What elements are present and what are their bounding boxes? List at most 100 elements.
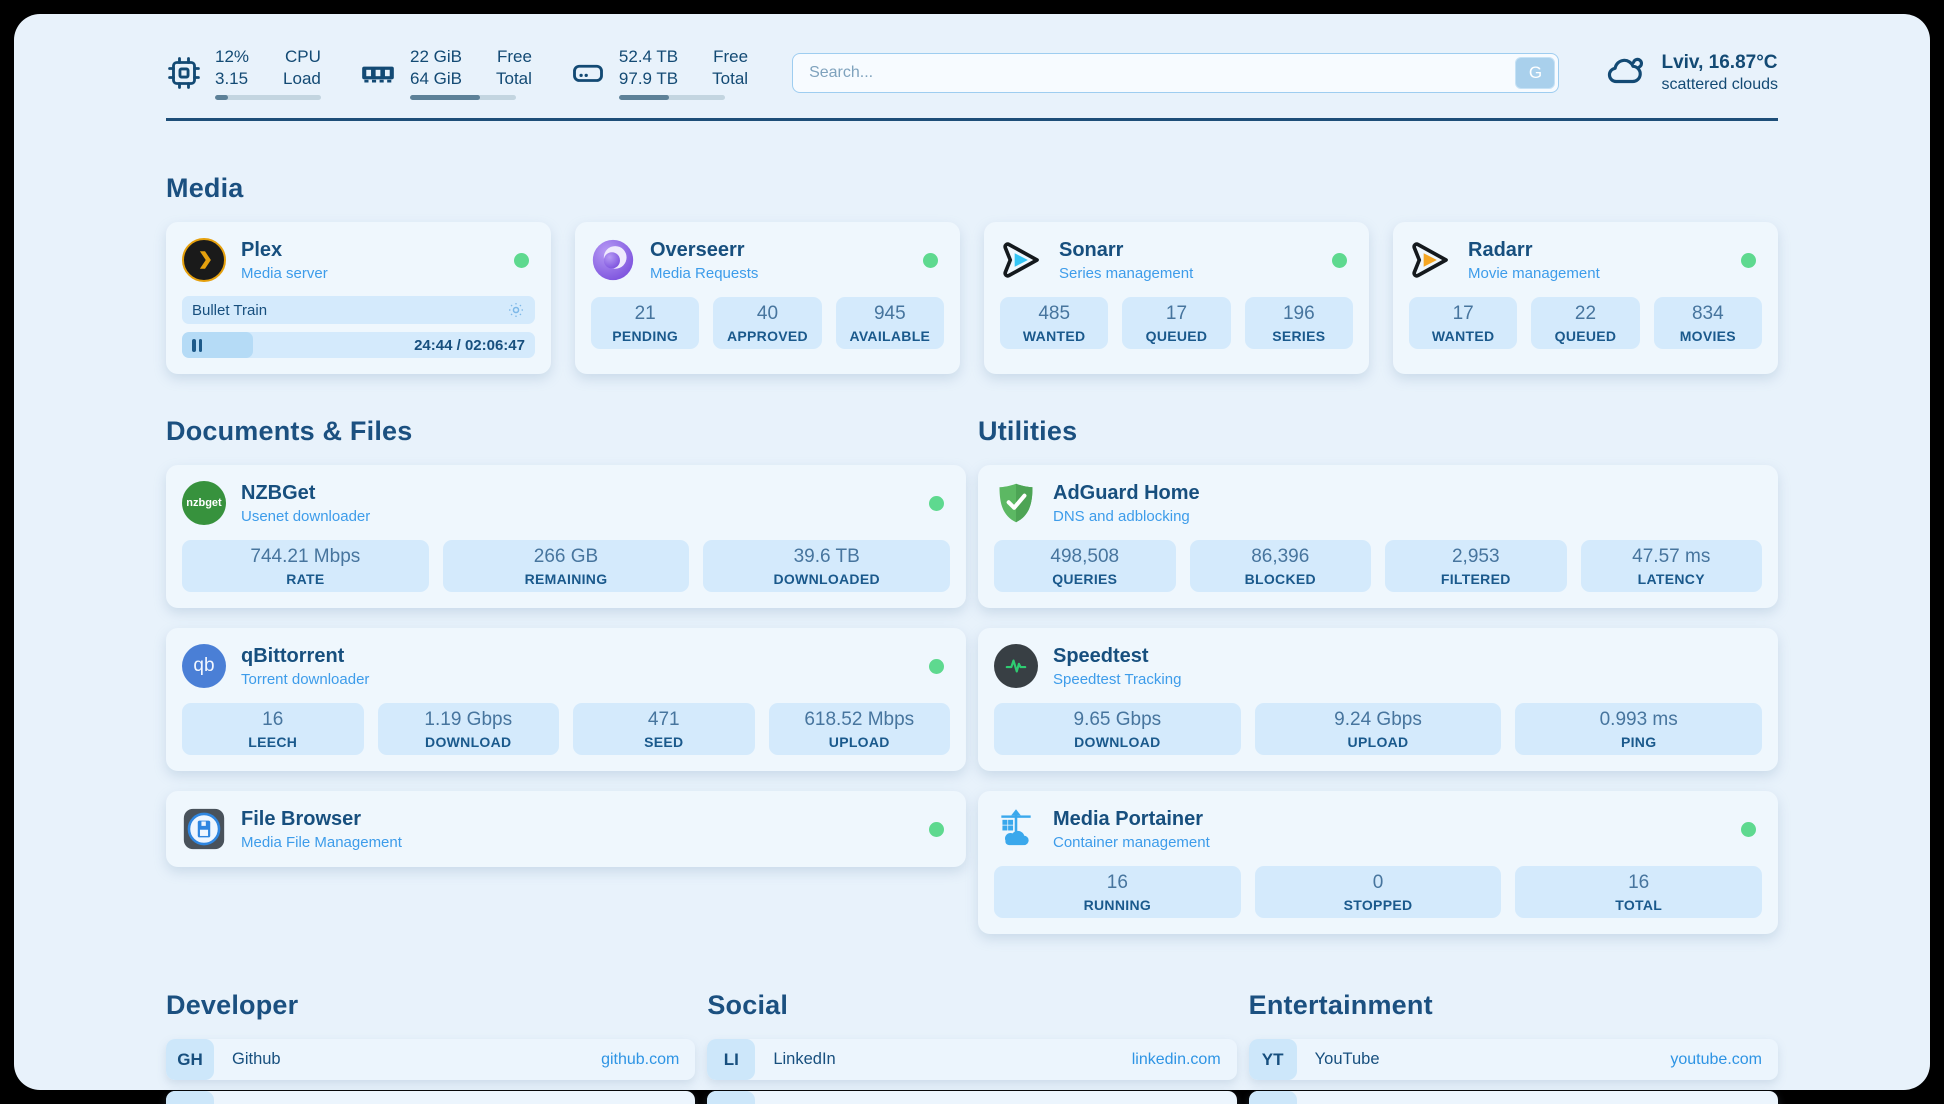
portainer-card[interactable]: Media Portainer Container management 16 … [978, 791, 1778, 934]
stat-value: 485 [1038, 302, 1071, 324]
weather-condition: scattered clouds [1661, 76, 1778, 93]
stat-value: 618.52 Mbps [804, 708, 915, 730]
status-dot [929, 658, 944, 674]
stat-value: 21 [634, 302, 656, 324]
stat-label: RATE [286, 570, 325, 587]
stat-box: 16 LEECH [182, 703, 364, 755]
search-input[interactable] [792, 53, 1560, 93]
qbittorrent-card[interactable]: qb qBittorrent Torrent downloader 16 LEE… [166, 628, 966, 771]
filebrowser-card[interactable]: File Browser Media File Management [166, 791, 966, 867]
link-badge: YT [1248, 1039, 1297, 1080]
plex-now-playing[interactable]: Bullet Train [182, 296, 535, 324]
stat-value: 9.65 Gbps [1073, 708, 1162, 730]
pause-icon[interactable] [192, 338, 202, 352]
media-section: Media Plex Media server Bullet Train [166, 173, 1778, 374]
ram-progress-bar [410, 94, 516, 100]
social-section: Social LI LinkedIn linkedin.com TW Twitt… [707, 990, 1237, 1104]
plex-icon [182, 238, 226, 282]
link-url: stackoverflow.com [549, 1103, 680, 1104]
card-title: File Browser [241, 807, 362, 830]
cpu-progress-fill [215, 94, 228, 100]
link-badge: NF [1248, 1091, 1297, 1104]
card-subtitle: Container management [1053, 833, 1210, 851]
sonarr-card[interactable]: Sonarr Series management 485 WANTED 17 Q… [984, 222, 1369, 374]
plex-card[interactable]: Plex Media server Bullet Train [166, 222, 551, 374]
entertainment-section: Entertainment YT YouTube youtube.com NF … [1248, 990, 1778, 1104]
qbittorrent-icon-text: qb [193, 655, 215, 676]
stat-label: BLOCKED [1244, 570, 1316, 587]
card-subtitle: DNS and adblocking [1053, 507, 1190, 525]
utilities-section: Utilities AdGuard Home [978, 416, 1778, 934]
link-netflix[interactable]: NF Netflix netflix.com [1248, 1091, 1778, 1104]
link-github[interactable]: GH Github github.com [166, 1039, 696, 1080]
stat-box: 9.24 Gbps UPLOAD [1254, 703, 1502, 755]
link-name: YouTube [1314, 1050, 1380, 1068]
nzbget-icon: nzbget [182, 481, 226, 525]
stat-box: 1.19 Gbps DOWNLOAD [377, 703, 559, 755]
ram-progress-fill [410, 94, 480, 100]
section-heading-documents: Documents & Files [166, 416, 413, 446]
now-playing-title: Bullet Train [192, 301, 268, 319]
nzbget-card[interactable]: nzbget NZBGet Usenet downloader 744.21 M… [166, 465, 966, 608]
stat-value: 471 [647, 708, 680, 730]
stat-box: 498,508 QUERIES [994, 540, 1176, 592]
stat-label: DOWNLOADED [773, 570, 880, 587]
link-badge: LI [707, 1039, 756, 1080]
radarr-card[interactable]: Radarr Movie management 17 WANTED 22 QUE… [1393, 222, 1778, 374]
stat-box: 17 QUEUED [1122, 297, 1231, 349]
link-name: Github [232, 1050, 281, 1068]
overseerr-card[interactable]: Overseerr Media Requests 21 PENDING 40 A… [575, 222, 960, 374]
disk-progress-fill [618, 94, 669, 100]
stat-box: 40 APPROVED [713, 297, 822, 349]
radarr-icon [1409, 238, 1453, 282]
stat-value: 945 [873, 302, 906, 324]
cpu-value-1: 12% [215, 47, 250, 67]
cpu-label-2: Load [283, 68, 321, 88]
plex-progress[interactable]: 24:44 / 02:06:47 [182, 332, 535, 358]
portainer-icon [994, 807, 1038, 851]
status-dot [923, 252, 938, 268]
adguard-card[interactable]: AdGuard Home DNS and adblocking 498,508 … [978, 465, 1778, 608]
stat-label: SERIES [1272, 327, 1326, 344]
status-dot [1332, 252, 1347, 268]
status-dot [1741, 821, 1756, 837]
card-subtitle: Movie management [1468, 264, 1600, 282]
stat-label: MOVIES [1679, 327, 1736, 344]
card-subtitle: Speedtest Tracking [1053, 670, 1182, 688]
system-stats: 12% 3.15 CPU Load [166, 46, 748, 100]
link-url: linkedin.com [1131, 1050, 1221, 1068]
cpu-value-2: 3.15 [215, 68, 249, 88]
status-dot [1741, 252, 1756, 268]
stat-value: 498,508 [1050, 545, 1120, 567]
search-provider-button[interactable]: G [1515, 57, 1556, 89]
stat-box: 21 PENDING [591, 297, 700, 349]
status-dot [929, 495, 944, 511]
stat-label: QUERIES [1052, 570, 1118, 587]
stat-value: 1.19 Gbps [424, 708, 513, 730]
link-twitter[interactable]: TW Twitter twitter.com [707, 1091, 1237, 1104]
stat-box: 39.6 TB DOWNLOADED [703, 540, 951, 592]
stat-label: LATENCY [1637, 570, 1705, 587]
nzbget-icon-text: nzbget [186, 497, 222, 509]
stat-box: 945 AVAILABLE [835, 297, 944, 349]
card-subtitle: Usenet downloader [241, 507, 371, 525]
stat-box: 86,396 BLOCKED [1189, 540, 1371, 592]
card-title: AdGuard Home [1053, 481, 1200, 504]
speedtest-card[interactable]: Speedtest Speedtest Tracking 9.65 Gbps D… [978, 628, 1778, 771]
stat-box: 471 SEED [573, 703, 755, 755]
stat-label: AVAILABLE [849, 327, 931, 344]
weather-widget[interactable]: Lviv, 16.87°C scattered clouds [1605, 50, 1778, 97]
stat-value: 40 [756, 302, 779, 324]
stat-box: 16 RUNNING [994, 866, 1241, 918]
link-youtube[interactable]: YT YouTube youtube.com [1248, 1039, 1778, 1080]
stat-label: REMAINING [524, 570, 608, 587]
settings-icon[interactable] [507, 301, 525, 319]
overseerr-icon [591, 238, 635, 282]
link-stackoverflow[interactable]: SO StackOverflow stackoverflow.com [166, 1091, 696, 1104]
stat-value: 0.993 ms [1599, 708, 1678, 730]
section-heading-utilities: Utilities [978, 416, 1078, 446]
link-linkedin[interactable]: LI LinkedIn linkedin.com [707, 1039, 1237, 1080]
card-title: Sonarr [1059, 238, 1124, 261]
card-title: Speedtest [1053, 644, 1149, 667]
stat-value: 17 [1165, 302, 1188, 324]
